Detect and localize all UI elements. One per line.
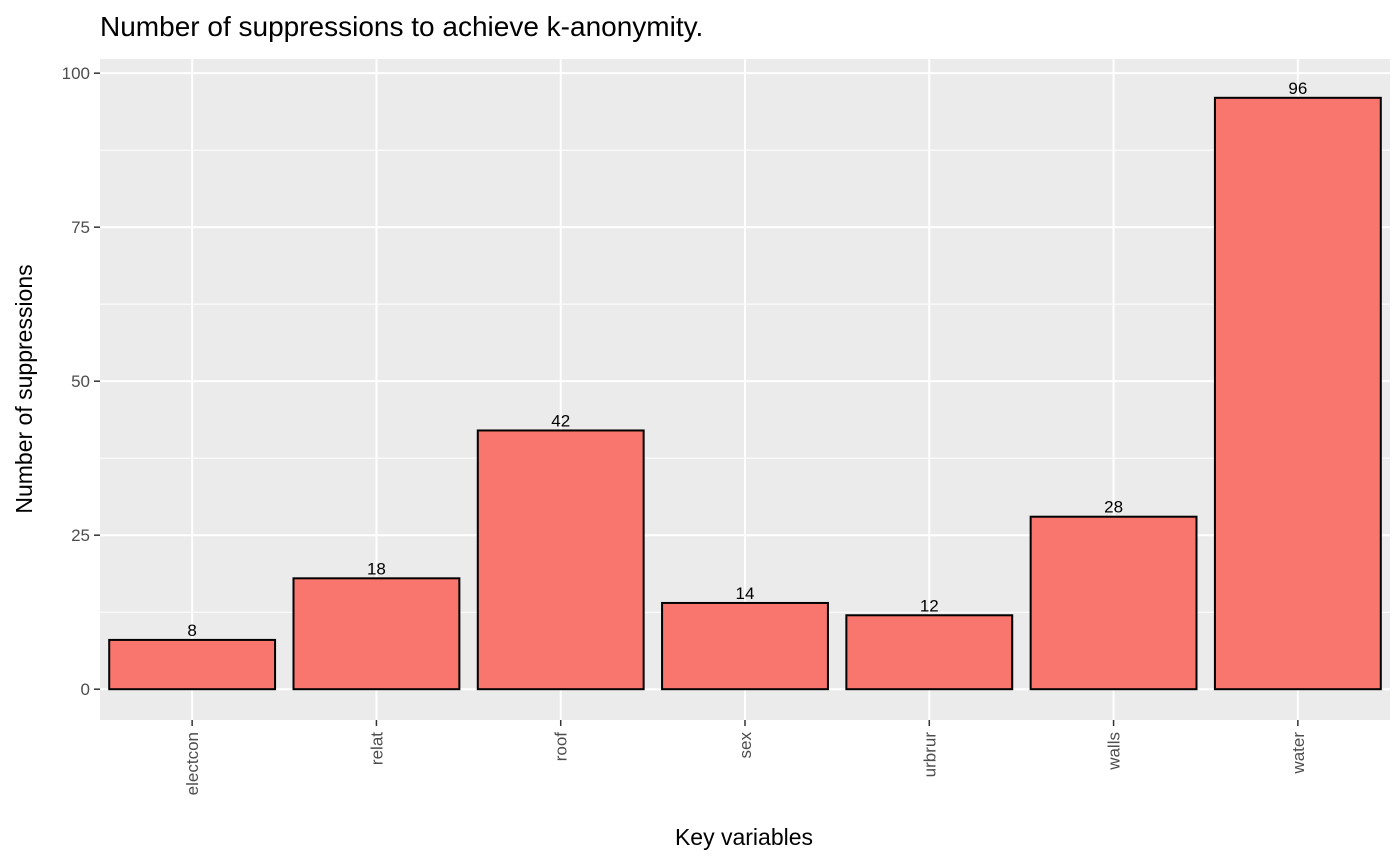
- data-label-walls: 28: [1104, 498, 1123, 517]
- x-tick-label-urbrur: urbrur: [920, 732, 939, 778]
- x-tick-label-electcon: electcon: [183, 732, 202, 795]
- bar-urbrur: [845, 614, 1014, 691]
- y-axis: 0 25 50 75 100: [62, 64, 100, 699]
- data-label-urbrur: 12: [920, 596, 939, 615]
- y-tick-label: 25: [71, 526, 90, 545]
- bar-water: [1213, 96, 1382, 691]
- data-label-roof: 42: [551, 411, 570, 430]
- y-axis-title: Number of suppressions: [11, 264, 37, 513]
- data-label-water: 96: [1288, 79, 1307, 98]
- x-axis: electcon relat roof sex urbrur walls water: [183, 720, 1308, 795]
- chart-title: Number of suppressions to achieve k-anon…: [100, 11, 703, 42]
- x-tick-label-relat: relat: [367, 732, 386, 765]
- x-tick-label-walls: walls: [1105, 732, 1124, 771]
- data-label-electcon: 8: [187, 621, 196, 640]
- bar-relat: [292, 577, 461, 691]
- data-labels: 8 18 42 14 12 28 96: [187, 79, 1307, 640]
- x-axis-title: Key variables: [675, 824, 813, 850]
- y-tick-label: 0: [81, 680, 90, 699]
- bar-electcon: [108, 638, 277, 691]
- y-tick-label: 50: [71, 372, 90, 391]
- bars: [108, 96, 1382, 691]
- y-tick-label: 75: [71, 218, 90, 237]
- bar-walls: [1029, 515, 1198, 691]
- x-tick-label-roof: roof: [552, 732, 571, 762]
- x-tick-label-sex: sex: [736, 732, 755, 759]
- bar-sex: [661, 601, 829, 691]
- x-tick-label-water: water: [1289, 732, 1308, 775]
- y-tick-label: 100: [62, 64, 90, 83]
- bar-roof: [476, 429, 645, 691]
- data-label-sex: 14: [736, 584, 755, 603]
- data-label-relat: 18: [367, 559, 386, 578]
